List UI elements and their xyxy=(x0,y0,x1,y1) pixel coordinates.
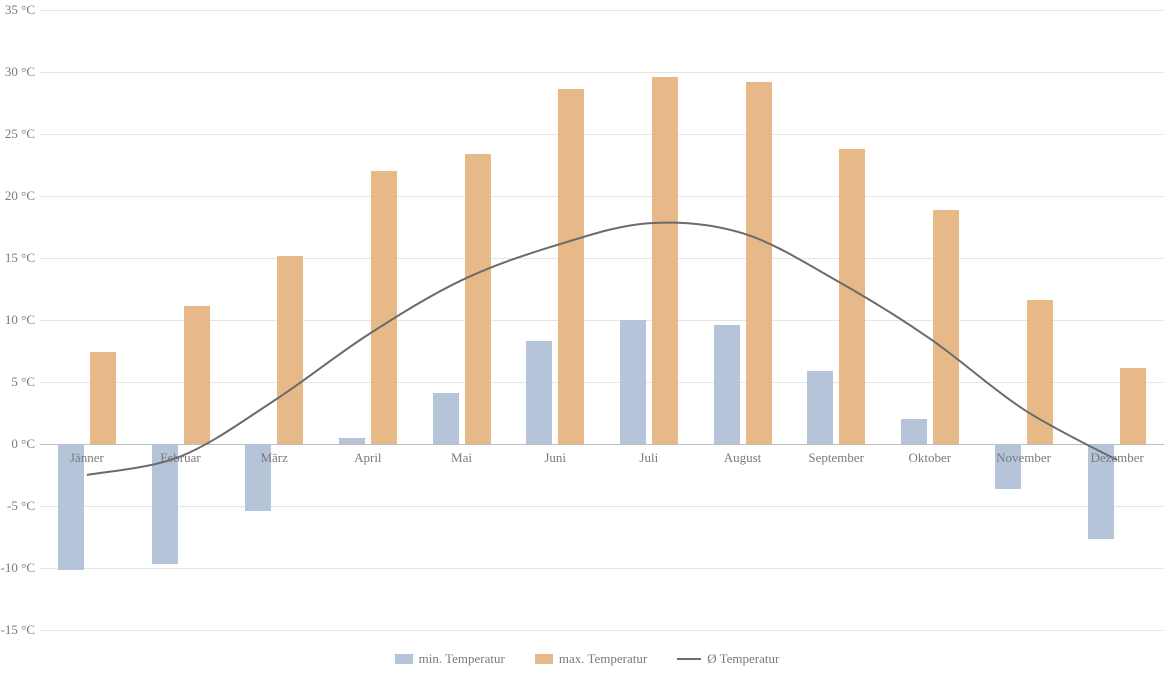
gridline xyxy=(40,134,1164,135)
legend-label-max: max. Temperatur xyxy=(559,651,647,667)
max-bar xyxy=(558,89,584,444)
x-axis-label: Juli xyxy=(639,450,658,466)
legend-item-min: min. Temperatur xyxy=(395,651,505,667)
gridline xyxy=(40,72,1164,73)
max-bar xyxy=(933,210,959,444)
x-axis-label: September xyxy=(808,450,864,466)
gridline xyxy=(40,10,1164,11)
x-axis-label: Oktober xyxy=(909,450,952,466)
y-axis-label: 35 °C xyxy=(0,2,35,18)
min-bar xyxy=(807,371,833,444)
gridline xyxy=(40,196,1164,197)
y-axis-label: 10 °C xyxy=(0,312,35,328)
x-axis-label: März xyxy=(260,450,287,466)
legend-label-avg: Ø Temperatur xyxy=(707,651,779,667)
min-bar xyxy=(339,438,365,444)
legend-swatch-min xyxy=(395,654,413,664)
x-axis-label: Juni xyxy=(544,450,566,466)
temperature-chart: -15 °C -10 °C -5 °C 0 °C 5 °C 10 °C 15 °C 20 °C… xyxy=(0,0,1174,675)
y-axis-label: 30 °C xyxy=(0,64,35,80)
x-axis-label: Februar xyxy=(160,450,200,466)
x-axis-label: November xyxy=(996,450,1051,466)
y-axis-label: -5 °C xyxy=(0,498,35,514)
y-axis-label: 25 °C xyxy=(0,126,35,142)
max-bar xyxy=(1120,368,1146,444)
gridline xyxy=(40,258,1164,259)
y-axis-label: 5 °C xyxy=(0,374,35,390)
max-bar xyxy=(277,256,303,444)
x-axis-label: Jänner xyxy=(70,450,104,466)
legend-item-avg: Ø Temperatur xyxy=(677,651,779,667)
max-bar xyxy=(839,149,865,444)
max-bar xyxy=(465,154,491,444)
y-axis-label: 15 °C xyxy=(0,250,35,266)
max-bar xyxy=(184,306,210,444)
min-bar xyxy=(620,320,646,444)
x-axis-label: Mai xyxy=(451,450,472,466)
max-bar xyxy=(746,82,772,444)
min-bar xyxy=(714,325,740,444)
y-axis-label: 20 °C xyxy=(0,188,35,204)
min-bar xyxy=(901,419,927,444)
legend: min. Temperatur max. Temperatur Ø Temper… xyxy=(0,651,1174,667)
x-axis-label: April xyxy=(354,450,381,466)
max-bar xyxy=(371,171,397,444)
max-bar xyxy=(1027,300,1053,444)
legend-swatch-max xyxy=(535,654,553,664)
max-bar xyxy=(652,77,678,444)
x-axis-label: August xyxy=(724,450,762,466)
legend-label-min: min. Temperatur xyxy=(419,651,505,667)
max-bar xyxy=(90,352,116,444)
legend-item-max: max. Temperatur xyxy=(535,651,647,667)
min-bar xyxy=(526,341,552,444)
gridline xyxy=(40,630,1164,631)
gridline xyxy=(40,568,1164,569)
y-axis-label: -15 °C xyxy=(0,622,35,638)
min-bar xyxy=(433,393,459,444)
y-axis-label: -10 °C xyxy=(0,560,35,576)
legend-swatch-avg xyxy=(677,658,701,660)
y-axis-label: 0 °C xyxy=(0,436,35,452)
gridline xyxy=(40,506,1164,507)
x-axis-label: Dezember xyxy=(1090,450,1143,466)
